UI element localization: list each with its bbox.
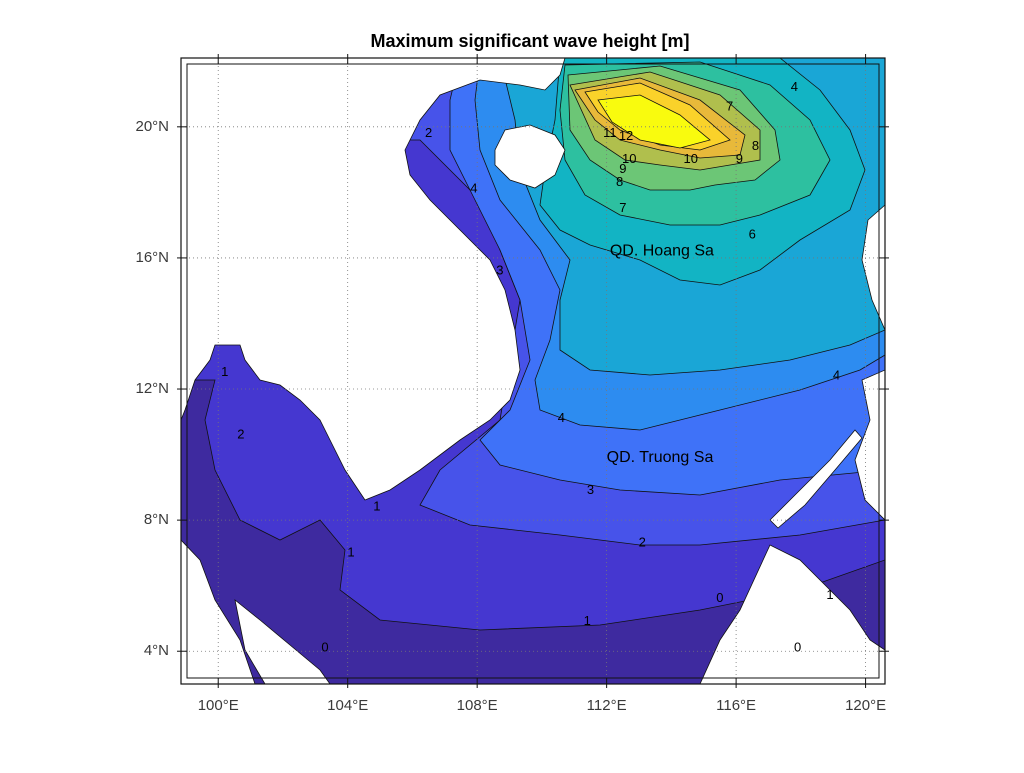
land-philippines	[854, 369, 885, 521]
contour-label: 8	[752, 138, 759, 153]
place-label: QD. Hoang Sa	[610, 243, 714, 260]
grid	[181, 58, 885, 684]
contour-label: 3	[587, 482, 594, 497]
contour-label: 4	[558, 410, 565, 425]
contour-label: 10	[684, 151, 698, 166]
contour-label: 0	[321, 639, 328, 654]
contour-label: 6	[749, 226, 756, 241]
contour-label: 3	[496, 262, 503, 277]
land-borneo	[699, 544, 885, 684]
level-12	[597, 94, 711, 149]
place-label: QD. Truong Sa	[607, 449, 714, 466]
contour-label: 2	[425, 125, 432, 140]
contour-label: 7	[726, 99, 733, 114]
x-tick-label: 108°E	[457, 697, 498, 714]
x-tick-label: 100°E	[198, 697, 239, 714]
contour-label: 4	[833, 367, 840, 382]
contour-label: 1	[584, 613, 591, 628]
x-tick-label: 104°E	[327, 697, 368, 714]
contour-label: 11	[603, 125, 617, 140]
contour-label: 4	[470, 181, 477, 196]
land-peninsula	[234, 599, 331, 684]
land-malay	[181, 539, 256, 684]
frame-inner	[186, 63, 880, 679]
contour-label: 1	[826, 587, 833, 602]
map-title: Maximum significant wave height [m]	[370, 31, 689, 51]
contour-label: 0	[794, 639, 801, 654]
contour-label: 4	[791, 79, 798, 94]
y-tick-label: 8°N	[144, 511, 169, 528]
map-frame	[180, 57, 886, 685]
contour-label: 9	[619, 161, 626, 176]
land-hainan	[494, 124, 566, 189]
y-tick-label: 12°N	[135, 380, 169, 397]
y-tick-label: 20°N	[135, 118, 169, 135]
contour-label: 1	[373, 498, 380, 513]
land	[181, 58, 885, 684]
land-indochina	[181, 58, 566, 501]
y-tick-label: 16°N	[135, 249, 169, 266]
contour-label: 2	[639, 535, 646, 550]
contour-label: 7	[619, 200, 626, 215]
contour-label: 0	[716, 590, 723, 605]
x-tick-label: 116°E	[716, 697, 756, 714]
contour-label: 2	[237, 426, 244, 441]
contour-label: 10	[622, 151, 636, 166]
contour-label: 12	[619, 128, 633, 143]
y-tick-label: 4°N	[144, 642, 169, 659]
axes: 100°E 104°E 108°E 112°E 116°E 120°E 4°N 8°N 12°N…	[135, 54, 889, 714]
x-tick-label: 120°E	[845, 697, 886, 714]
contour-label: 9	[736, 151, 743, 166]
contour-label: 1	[347, 544, 354, 559]
frame-outer	[180, 57, 886, 685]
x-tick-label: 112°E	[587, 697, 627, 714]
contour-label: 1	[221, 364, 228, 379]
contour-field	[181, 58, 885, 684]
land-palawan	[769, 429, 863, 529]
contour-label: 8	[616, 174, 623, 189]
